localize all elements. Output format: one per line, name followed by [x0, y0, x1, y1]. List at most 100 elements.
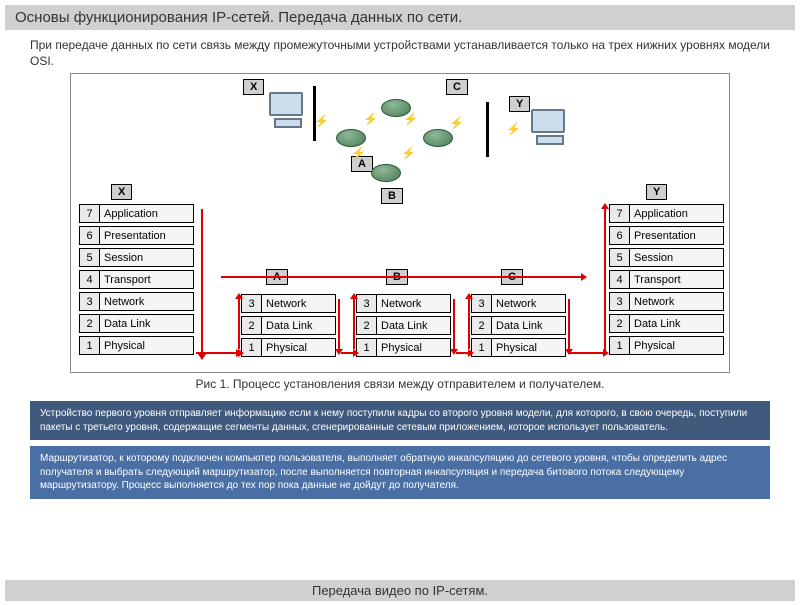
osi-layer-num: 3	[80, 293, 100, 310]
arrow-head-icon	[465, 293, 473, 299]
osi-layer-num: 7	[610, 205, 630, 222]
osi-layer-num: 4	[80, 271, 100, 288]
data-flow-arrow	[468, 299, 470, 349]
osi-layer-num: 7	[80, 205, 100, 222]
osi-layer-num: 3	[242, 295, 262, 312]
device-label: X	[111, 184, 132, 200]
link-bolt-icon: ⚡	[449, 116, 464, 130]
osi-layer-name: Data Link	[100, 315, 193, 332]
data-flow-arrow	[568, 352, 603, 354]
osi-layer-row: 3Network	[356, 294, 451, 313]
osi-layer-name: Network	[377, 295, 450, 312]
osi-layer-row: 3Network	[241, 294, 336, 313]
osi-layer-name: Data Link	[262, 317, 335, 334]
arrow-head-icon	[350, 293, 358, 299]
osi-layer-num: 5	[80, 249, 100, 266]
osi-layer-name: Session	[630, 249, 723, 266]
osi-layer-row: 7Application	[609, 204, 724, 223]
osi-layer-row: 2Data Link	[241, 316, 336, 335]
router-icon	[336, 129, 366, 147]
page-title: Основы функционирования IP-сетей. Переда…	[5, 5, 795, 30]
link-bolt-icon: ⚡	[401, 146, 416, 160]
osi-layer-num: 2	[80, 315, 100, 332]
footer-title: Передача видео по IP-сетям.	[5, 580, 795, 601]
osi-stack-mini: 3Network 2Data Link 1Physical	[356, 294, 451, 360]
data-flow-arrow	[238, 299, 240, 349]
osi-layer-row: 1Physical	[471, 338, 566, 357]
link-bolt-icon: ⚡	[363, 112, 378, 126]
osi-layer-name: Physical	[630, 337, 723, 354]
data-flow-arrow	[221, 276, 581, 278]
device-label: C	[446, 79, 468, 95]
osi-layer-row: 3Network	[471, 294, 566, 313]
osi-stack-full: 7Application6Presentation5Session4Transp…	[79, 204, 194, 358]
data-flow-arrow	[353, 299, 355, 349]
osi-layer-num: 2	[242, 317, 262, 334]
router-icon	[371, 164, 401, 182]
arrow-head-icon	[198, 354, 206, 360]
osi-layer-row: 2Data Link	[79, 314, 194, 333]
network-segment	[486, 102, 489, 157]
link-bolt-icon: ⚡	[314, 114, 329, 128]
osi-stack-full: 7Application 6Presentation 5Session 4Transp…	[609, 204, 724, 358]
osi-diagram: 7Application6Presentation5Session4Transp…	[70, 73, 730, 373]
arrow-head-icon	[581, 273, 587, 281]
router-icon	[423, 129, 453, 147]
osi-layer-num: 1	[80, 337, 100, 354]
osi-stack-mini: 3Network2Data Link1Physical	[241, 294, 336, 360]
osi-layer-row: 2Data Link	[471, 316, 566, 335]
osi-layer-name: Network	[492, 295, 565, 312]
computer-icon	[269, 92, 307, 128]
osi-layer-num: 4	[610, 271, 630, 288]
data-flow-arrow	[338, 299, 340, 349]
osi-stack-mini: 3Network 2Data Link 1Physical	[471, 294, 566, 360]
link-bolt-icon: ⚡	[351, 146, 366, 160]
device-label: Y	[646, 184, 667, 200]
osi-layer-row: 3Network	[79, 292, 194, 311]
link-bolt-icon: ⚡	[403, 112, 418, 126]
data-flow-arrow	[604, 209, 606, 354]
osi-layer-row: 6Presentation	[609, 226, 724, 245]
info-box-1: Устройство первого уровня отправляет инф…	[30, 401, 770, 440]
device-label: X	[243, 79, 264, 95]
osi-layer-name: Network	[262, 295, 335, 312]
osi-layer-row: 6Presentation	[79, 226, 194, 245]
osi-layer-name: Transport	[100, 271, 193, 288]
arrow-head-icon	[353, 349, 359, 357]
osi-layer-row: 1Physical	[79, 336, 194, 355]
intro-text: При передаче данных по сети связь между …	[0, 30, 800, 73]
osi-layer-name: Physical	[100, 337, 193, 354]
network-segment	[313, 86, 316, 141]
arrow-head-icon	[603, 349, 609, 357]
osi-layer-row: 1Physical	[609, 336, 724, 355]
arrow-head-icon	[468, 349, 474, 357]
osi-layer-row: 4Transport	[79, 270, 194, 289]
arrow-head-icon	[236, 349, 242, 357]
osi-layer-row: 2Data Link	[609, 314, 724, 333]
osi-layer-row: 1Physical	[356, 338, 451, 357]
computer-icon	[531, 109, 569, 145]
data-flow-arrow	[453, 299, 455, 349]
data-flow-arrow	[456, 352, 468, 354]
osi-layer-name: Application	[630, 205, 723, 222]
osi-layer-num: 1	[610, 337, 630, 354]
figure-caption: Рис 1. Процесс установления связи между …	[0, 373, 800, 395]
osi-layer-num: 1	[242, 339, 262, 356]
osi-layer-name: Physical	[377, 339, 450, 356]
osi-layer-num: 3	[610, 293, 630, 310]
device-label: B	[381, 188, 403, 204]
osi-layer-num: 2	[357, 317, 377, 334]
osi-layer-name: Physical	[492, 339, 565, 356]
osi-layer-row: 3Network	[609, 292, 724, 311]
osi-layer-row: 5Session	[609, 248, 724, 267]
osi-layer-name: Network	[630, 293, 723, 310]
osi-layer-row: 2Data Link	[356, 316, 451, 335]
data-flow-arrow	[341, 352, 353, 354]
osi-layer-num: 5	[610, 249, 630, 266]
osi-layer-num: 1	[472, 339, 492, 356]
data-flow-arrow	[201, 209, 203, 354]
osi-layer-name: Application	[100, 205, 193, 222]
osi-layer-row: 4Transport	[609, 270, 724, 289]
osi-layer-num: 3	[472, 295, 492, 312]
osi-layer-name: Presentation	[100, 227, 193, 244]
